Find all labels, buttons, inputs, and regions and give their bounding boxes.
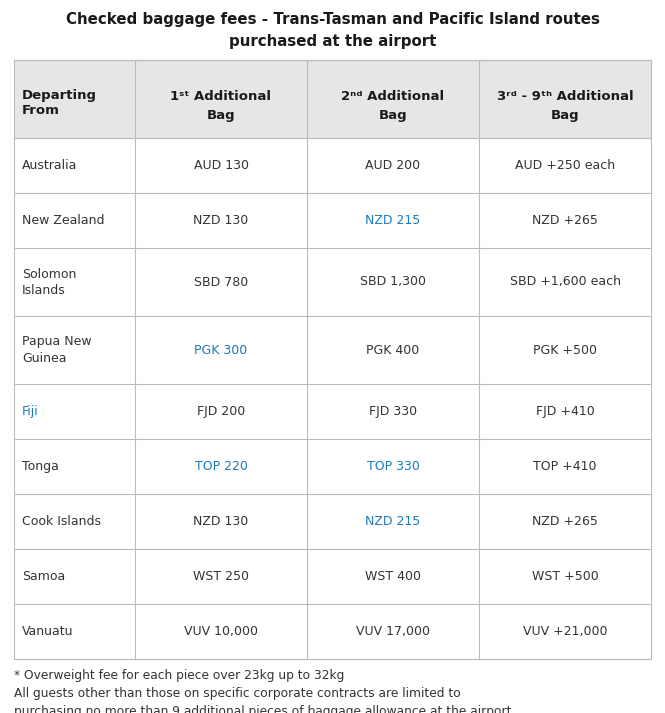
- Text: VUV 10,000: VUV 10,000: [184, 625, 258, 638]
- Text: Australia: Australia: [22, 159, 77, 172]
- Text: Checked baggage fees - Trans-Tasman and Pacific Island routes: Checked baggage fees - Trans-Tasman and …: [65, 12, 600, 27]
- Text: NZD +265: NZD +265: [532, 515, 598, 528]
- Text: AUD +250 each: AUD +250 each: [515, 159, 615, 172]
- Text: 3ʳᵈ - 9ᵗʰ Additional: 3ʳᵈ - 9ᵗʰ Additional: [497, 90, 633, 103]
- Text: VUV +21,000: VUV +21,000: [523, 625, 607, 638]
- Text: TOP +410: TOP +410: [533, 460, 597, 473]
- Text: AUD 200: AUD 200: [366, 159, 420, 172]
- Text: WST 400: WST 400: [365, 570, 421, 583]
- Text: FJD 200: FJD 200: [197, 405, 245, 418]
- Text: Samoa: Samoa: [22, 570, 65, 583]
- Text: Guinea: Guinea: [22, 352, 66, 364]
- Text: WST 250: WST 250: [193, 570, 249, 583]
- Text: SBD 780: SBD 780: [194, 275, 248, 289]
- Text: TOP 330: TOP 330: [366, 460, 420, 473]
- Text: * Overweight fee for each piece over 23kg up to 32kg: * Overweight fee for each piece over 23k…: [14, 669, 344, 682]
- Text: From: From: [22, 105, 60, 118]
- Text: Fiji: Fiji: [22, 405, 39, 418]
- Text: FJD 330: FJD 330: [369, 405, 417, 418]
- Text: purchased at the airport: purchased at the airport: [229, 34, 436, 49]
- Text: FJD +410: FJD +410: [535, 405, 595, 418]
- Text: SBD 1,300: SBD 1,300: [360, 275, 426, 289]
- Text: NZD 130: NZD 130: [194, 214, 249, 227]
- Text: Bag: Bag: [551, 109, 579, 122]
- Text: 2ⁿᵈ Additional: 2ⁿᵈ Additional: [341, 90, 445, 103]
- Bar: [14, 60, 651, 138]
- Text: Cook Islands: Cook Islands: [22, 515, 101, 528]
- Text: NZD 215: NZD 215: [365, 515, 421, 528]
- Text: SBD +1,600 each: SBD +1,600 each: [509, 275, 620, 289]
- Text: Departing: Departing: [22, 88, 97, 101]
- Text: purchasing no more than 9 additional pieces of baggage allowance at the airport.: purchasing no more than 9 additional pie…: [14, 705, 515, 713]
- Text: NZD +265: NZD +265: [532, 214, 598, 227]
- Text: Islands: Islands: [22, 284, 66, 297]
- Text: NZD 130: NZD 130: [194, 515, 249, 528]
- Text: 1ˢᵗ Additional: 1ˢᵗ Additional: [170, 90, 271, 103]
- Text: PGK 400: PGK 400: [366, 344, 420, 356]
- Text: WST +500: WST +500: [531, 570, 598, 583]
- Text: New Zealand: New Zealand: [22, 214, 104, 227]
- Text: PGK +500: PGK +500: [533, 344, 597, 356]
- Text: TOP 220: TOP 220: [195, 460, 247, 473]
- Text: All guests other than those on specific corporate contracts are limited to: All guests other than those on specific …: [14, 687, 461, 700]
- Text: Vanuatu: Vanuatu: [22, 625, 74, 638]
- Text: NZD 215: NZD 215: [365, 214, 421, 227]
- Text: AUD 130: AUD 130: [194, 159, 249, 172]
- Text: VUV 17,000: VUV 17,000: [356, 625, 430, 638]
- Text: Bag: Bag: [378, 109, 407, 122]
- Text: Papua New: Papua New: [22, 336, 92, 349]
- Text: PGK 300: PGK 300: [194, 344, 247, 356]
- Text: Bag: Bag: [207, 109, 235, 122]
- Bar: [14, 60, 651, 659]
- Text: Tonga: Tonga: [22, 460, 59, 473]
- Text: Solomon: Solomon: [22, 267, 76, 280]
